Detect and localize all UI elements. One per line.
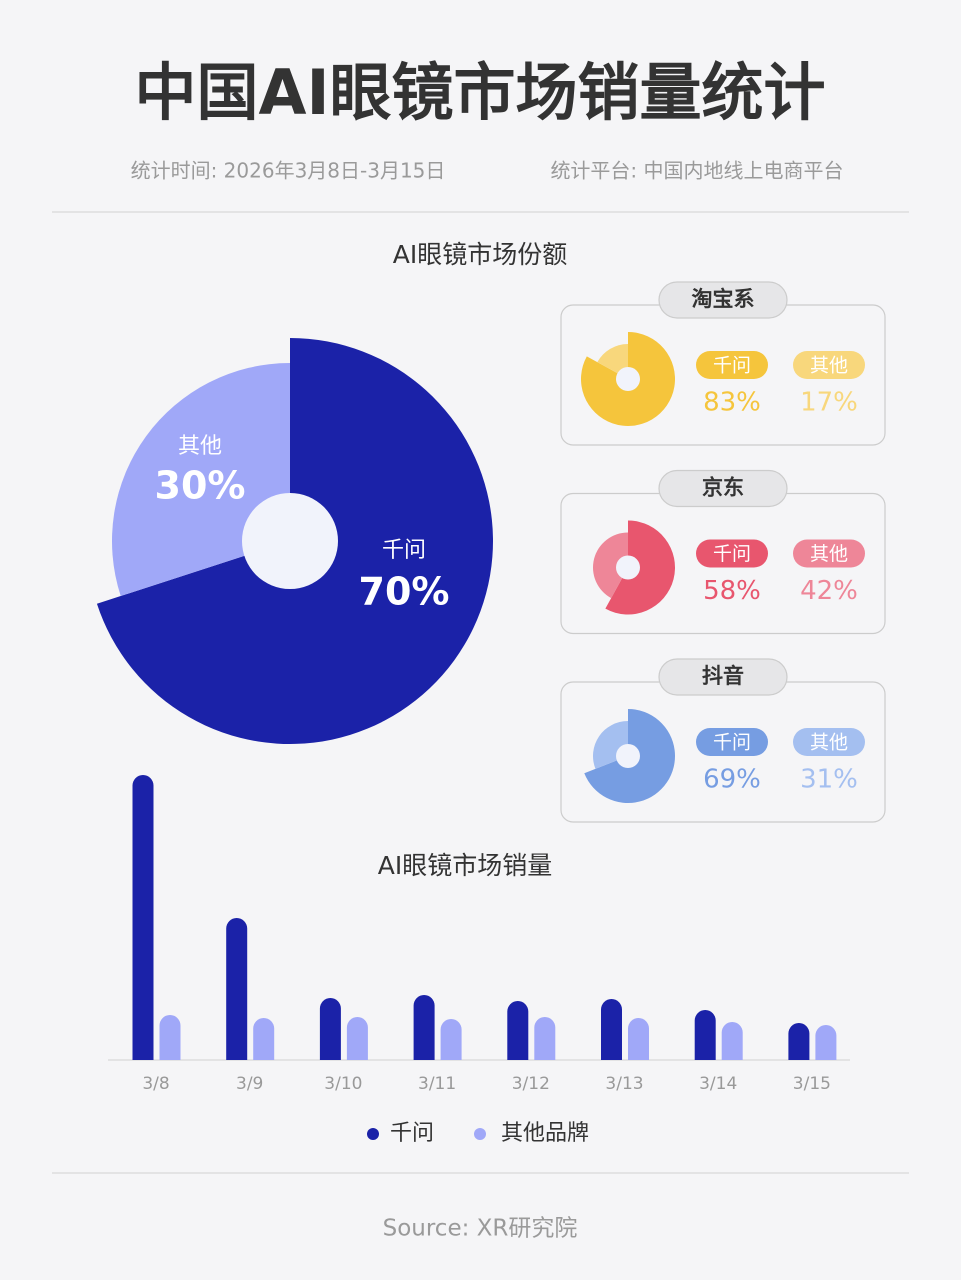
- category-label: 千问: [713, 732, 751, 754]
- pie-hole: [242, 493, 338, 589]
- bar: [721, 1022, 743, 1060]
- slice-label: 其他: [178, 434, 222, 459]
- value-label: 69%: [703, 765, 761, 795]
- bar: [319, 998, 341, 1060]
- x-tick-label: 3/9: [236, 1074, 263, 1094]
- bar: [601, 999, 622, 1060]
- bar: [346, 1017, 368, 1060]
- label-pill: [696, 539, 768, 568]
- x-tick-label: 3/12: [512, 1074, 550, 1094]
- legend-label: 千问: [390, 1121, 434, 1146]
- legend-marker: [474, 1128, 486, 1140]
- value-label: 31%: [800, 765, 858, 795]
- pie-hole: [616, 744, 640, 768]
- value-label: 42%: [800, 576, 858, 606]
- x-tick-label: 3/13: [605, 1074, 643, 1094]
- category-label: 其他: [810, 732, 848, 754]
- x-tick-label: 3/8: [142, 1074, 169, 1094]
- x-tick-label: 3/14: [699, 1074, 737, 1094]
- platform: 统计平台: 中国内地线上电商平台: [550, 159, 843, 183]
- pie-slice: [605, 520, 675, 615]
- bar: [132, 775, 154, 1060]
- value-label: 83%: [703, 388, 761, 418]
- card-title: 京东: [702, 476, 744, 500]
- chart-title: AI眼镜市场份额: [393, 240, 567, 269]
- legend-label: 其他品牌: [501, 1121, 589, 1146]
- pie-slice: [593, 532, 628, 599]
- label-pill: [793, 351, 865, 379]
- value-label: 17%: [800, 388, 858, 418]
- pie-hole: [616, 555, 640, 580]
- title: 中国AI眼镜市场销量统计: [134, 56, 825, 129]
- pie-hole: [616, 367, 640, 391]
- bar: [534, 1017, 556, 1060]
- category-label: 其他: [810, 355, 848, 377]
- bar: [159, 1015, 181, 1060]
- card-tab: [658, 469, 788, 508]
- x-tick-label: 3/10: [324, 1074, 362, 1094]
- bar: [788, 1023, 810, 1060]
- source: Source: XR研究院: [383, 1216, 578, 1242]
- bar: [815, 1025, 837, 1060]
- bar: [253, 1018, 275, 1060]
- bar: [694, 1010, 716, 1060]
- chart-title: AI眼镜市场销量: [378, 851, 552, 880]
- category-label: 千问: [713, 543, 751, 565]
- slice-value: 70%: [359, 570, 450, 614]
- legend-marker: [367, 1128, 379, 1140]
- value-label: 58%: [703, 576, 761, 606]
- bar: [507, 1001, 529, 1060]
- category-label: 其他: [810, 543, 848, 565]
- period: 统计时间: 2026年3月8日-3月15日: [131, 159, 446, 183]
- card-title: 淘宝系: [692, 287, 755, 311]
- bar: [226, 918, 248, 1060]
- card-title: 抖音: [702, 664, 744, 688]
- slice-value: 30%: [155, 464, 246, 508]
- card-tab: [658, 658, 788, 696]
- label-pill: [696, 728, 768, 756]
- bar: [628, 1018, 649, 1060]
- x-tick-label: 3/15: [793, 1074, 831, 1094]
- label-pill: [793, 728, 865, 756]
- card-tab: [658, 281, 788, 319]
- category-label: 千问: [713, 355, 751, 377]
- label-pill: [696, 351, 768, 379]
- slice-label: 千问: [382, 538, 426, 563]
- bar: [440, 1019, 462, 1060]
- x-tick-label: 3/11: [418, 1074, 456, 1094]
- label-pill: [793, 539, 865, 568]
- bar: [413, 995, 435, 1060]
